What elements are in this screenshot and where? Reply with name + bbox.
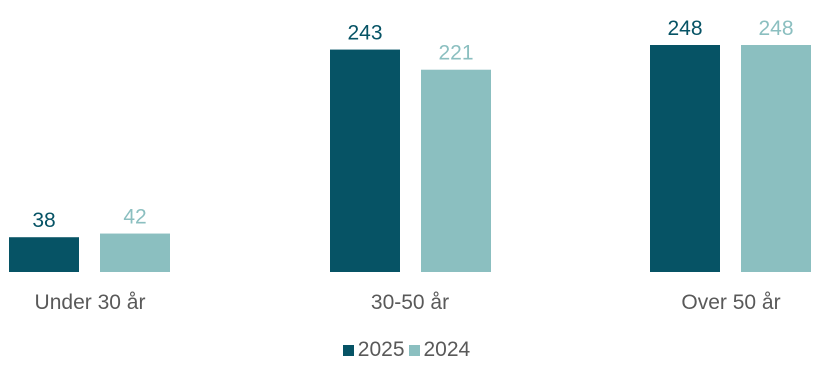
bar-2025-2 — [650, 45, 720, 272]
bar-2024-2 — [741, 45, 811, 272]
bar-2025-0 — [9, 237, 79, 272]
legend-swatch-2025 — [342, 344, 354, 356]
data-label-2025-1: 243 — [347, 22, 382, 45]
data-label-2025-0: 38 — [32, 209, 55, 232]
legend-swatch-2024 — [408, 344, 420, 356]
legend-label-2024: 2024 — [423, 338, 471, 361]
legend-item-2024: 2024 — [408, 338, 471, 362]
bar-2024-1 — [421, 69, 491, 272]
data-label-2025-2: 248 — [667, 17, 702, 40]
legend-item-2025: 2025 — [342, 338, 405, 362]
legend: 2025 2024 — [0, 338, 813, 362]
category-label-0: Under 30 år — [35, 291, 146, 314]
data-label-2024-2: 248 — [758, 17, 793, 40]
category-label-2: Over 50 år — [681, 291, 780, 314]
legend-label-2025: 2025 — [357, 338, 405, 361]
bar-2025-1 — [330, 49, 400, 272]
category-label-1: 30-50 år — [371, 291, 449, 314]
data-label-2024-1: 221 — [438, 42, 473, 65]
data-label-2024-0: 42 — [123, 206, 146, 229]
bar-2024-0 — [100, 233, 170, 272]
